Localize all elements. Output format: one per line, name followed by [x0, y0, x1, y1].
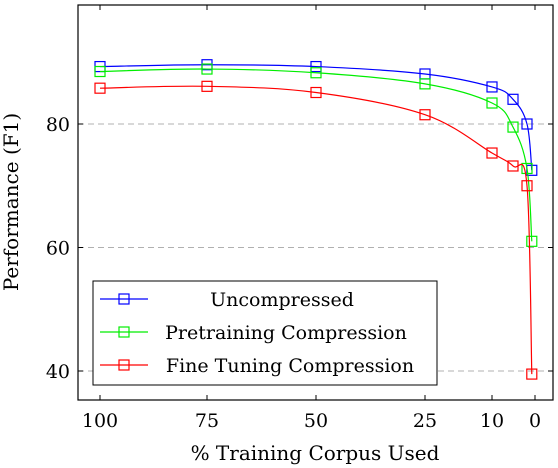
legend-marker	[118, 326, 130, 338]
legend-marker	[118, 293, 130, 305]
legend-marker	[118, 359, 130, 371]
legend-label: Uncompressed	[210, 289, 354, 311]
data-point-marker	[521, 180, 533, 192]
series-line	[99, 64, 533, 171]
data-point-marker	[419, 109, 431, 121]
data-point-marker	[507, 160, 519, 172]
data-point-marker	[507, 93, 519, 105]
y-axis-label: Performance (F1)	[0, 113, 23, 291]
data-point-marker	[486, 97, 498, 109]
data-point-marker	[486, 81, 498, 93]
data-point-marker	[521, 118, 533, 130]
data-point-marker	[419, 78, 431, 90]
x-tick-label: 25	[413, 410, 437, 432]
data-point-marker	[310, 60, 322, 73]
legend-box	[92, 280, 438, 386]
data-point-marker	[521, 162, 533, 175]
data-point-marker	[201, 80, 213, 92]
data-point-marker	[94, 65, 106, 78]
y-tick-label: 80	[46, 114, 70, 136]
grid-lines	[78, 123, 553, 372]
series-line	[99, 68, 533, 242]
data-point-marker	[526, 235, 538, 247]
x-tick-label: 0	[529, 410, 541, 432]
data-point-marker	[526, 368, 538, 380]
x-tick-label: 10	[480, 410, 504, 432]
y-tick-label: 40	[46, 361, 70, 383]
x-tick-label: 50	[304, 410, 328, 432]
series-group	[94, 59, 538, 380]
x-axis-label: % Training Corpus Used	[191, 441, 440, 465]
legend: Uncompressed Pretraining Compression Fine …	[92, 280, 438, 386]
data-point-marker	[310, 86, 322, 99]
data-point-marker	[486, 147, 498, 159]
x-tick-label: 100	[82, 410, 118, 432]
legend-label: Fine Tuning Compression	[166, 355, 414, 377]
x-tick-label: 75	[195, 410, 219, 432]
data-point-marker	[94, 82, 106, 94]
y-tick-label: 60	[46, 238, 70, 260]
legend-label: Pretraining Compression	[165, 322, 407, 344]
data-point-marker	[310, 67, 322, 79]
data-point-marker	[201, 63, 213, 75]
data-point-marker	[507, 121, 519, 133]
